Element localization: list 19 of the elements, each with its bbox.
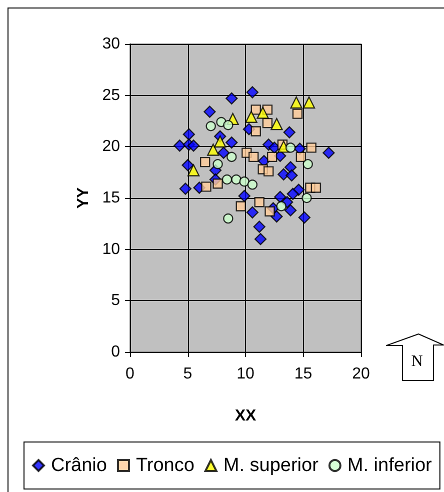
- x-axis-title: XX: [234, 408, 256, 424]
- y-tick-label: 20: [102, 138, 120, 156]
- legend-label: M. inferior: [347, 455, 433, 476]
- x-tick-label: 15: [294, 366, 312, 382]
- y-axis-title: YY: [74, 187, 92, 209]
- y-tick-label: 30: [102, 36, 120, 52]
- x-tick-label: 20: [352, 366, 370, 382]
- north-arrow-icon: N: [385, 332, 444, 382]
- y-tick-label: 15: [102, 190, 120, 206]
- x-tick-label: 10: [236, 366, 254, 382]
- x-tick-label: 5: [183, 366, 192, 382]
- y-tick-label: 25: [102, 86, 120, 104]
- y-tick-label: 5: [111, 292, 120, 310]
- legend-label: Crânio: [51, 455, 107, 476]
- y-tick-label: 10: [102, 240, 120, 258]
- legend-label: M. superior: [223, 455, 320, 476]
- legend-label: Tronco: [136, 455, 194, 476]
- y-tick-label: 0: [111, 344, 120, 360]
- x-tick-label: 0: [126, 366, 135, 382]
